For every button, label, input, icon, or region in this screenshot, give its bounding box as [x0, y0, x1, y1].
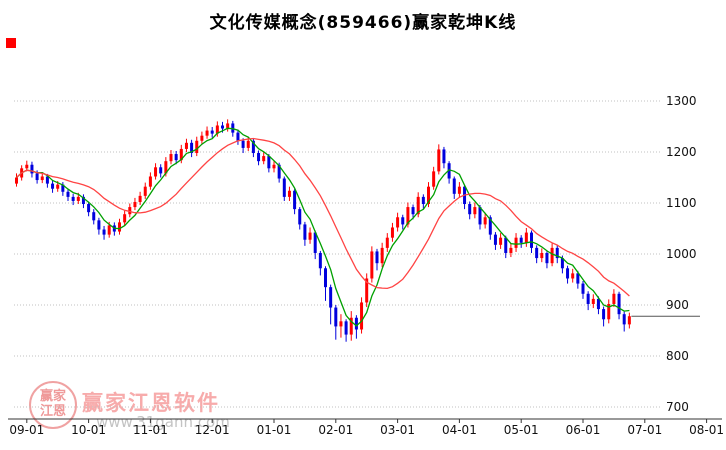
candles [15, 119, 631, 342]
x-axis [8, 418, 722, 423]
chart-title: 文化传媒概念(859466)赢家乾坤K线 [209, 13, 517, 33]
ma-lines [16, 127, 630, 327]
gridlines [14, 100, 662, 408]
red-marker [6, 38, 16, 48]
